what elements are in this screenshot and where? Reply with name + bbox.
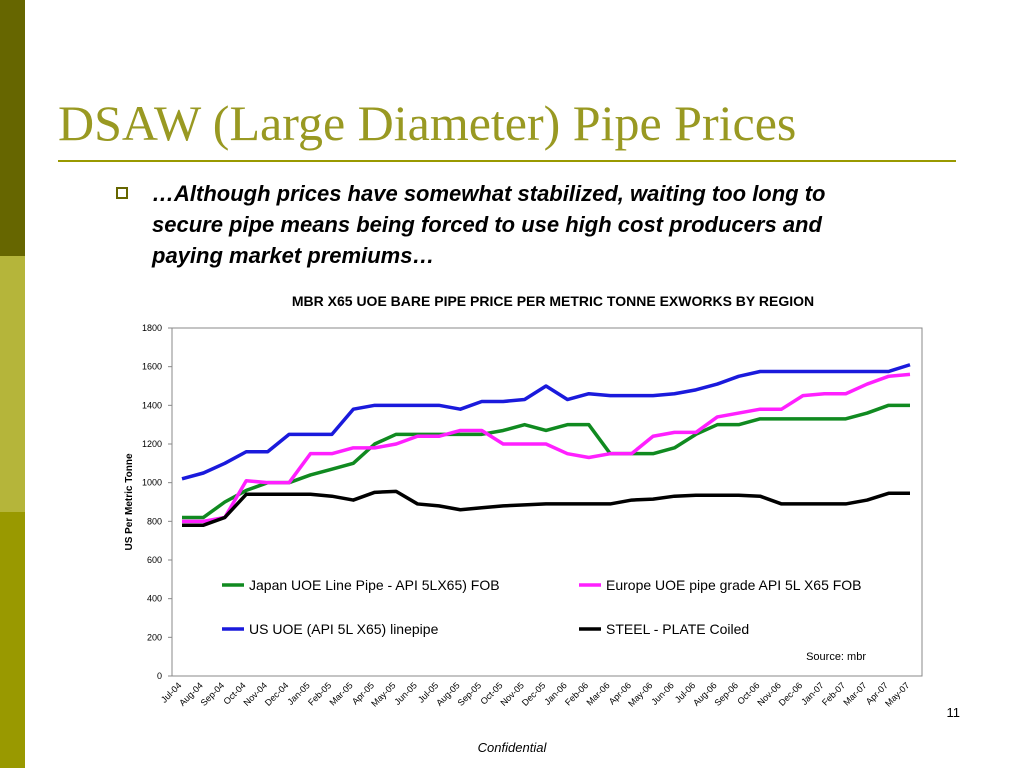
legend-label: Japan UOE Line Pipe - API 5LX65) FOB: [249, 577, 500, 593]
x-tick-label: Jun-05: [392, 680, 419, 707]
x-tick-label: Sep-06: [713, 680, 741, 708]
y-tick-label: 1200: [142, 439, 162, 449]
x-tick-label: Mar-06: [584, 680, 611, 707]
y-tick-label: 400: [147, 594, 162, 604]
x-tick-label: Mar-05: [327, 680, 354, 707]
series-line: [182, 489, 910, 527]
bullet-marker: [116, 187, 128, 199]
annotation: Source: mbr: [806, 651, 866, 663]
y-tick-label: 600: [147, 555, 162, 565]
x-tick-label: Jun-06: [649, 680, 676, 707]
footer: Confidential: [478, 740, 548, 755]
page-number: 11: [947, 705, 961, 720]
plot-area: [171, 327, 923, 677]
y-tick-label: 1000: [142, 478, 162, 488]
series-line: [181, 363, 911, 481]
stripe: [0, 512, 25, 768]
x-tick-label: Mar-07: [841, 680, 868, 707]
y-axis-label: US Per Metric Tonne: [124, 453, 135, 550]
bullet-line: paying market premiums…: [151, 243, 434, 268]
x-tick-label: May-05: [369, 680, 397, 708]
y-tick-label: 1600: [142, 362, 162, 372]
x-tick-label: May-06: [626, 680, 654, 708]
bullet-line: …Although prices have somewhat stabilize…: [152, 181, 826, 206]
chart-title: MBR X65 UOE BARE PIPE PRICE PER METRIC T…: [292, 293, 814, 309]
x-tick-label: Dec-05: [520, 680, 548, 708]
y-tick-label: 800: [147, 516, 162, 526]
slide-title: DSAW (Large Diameter) Pipe Prices: [58, 95, 796, 151]
x-tick-label: Sep-04: [199, 680, 227, 708]
x-tick-label: May-07: [883, 680, 911, 708]
legend-label: Europe UOE pipe grade API 5L X65 FOB: [606, 577, 862, 593]
stripe: [0, 256, 25, 512]
series-line: [182, 403, 910, 520]
bullet-text: …Although prices have somewhat stabilize…: [151, 181, 826, 268]
stripe: [0, 0, 25, 256]
y-tick-label: 1400: [142, 400, 162, 410]
y-tick-label: 200: [147, 632, 162, 642]
y-tick-label: 0: [157, 671, 162, 681]
bullet-line: secure pipe means being forced to use hi…: [152, 212, 822, 237]
legend-label: STEEL - PLATE Coiled: [606, 621, 749, 637]
x-tick-label: Sep-05: [456, 680, 484, 708]
y-tick-label: 1800: [142, 323, 162, 333]
legend-label: US UOE (API 5L X65) linepipe: [249, 621, 439, 637]
series-line: [182, 372, 911, 524]
x-tick-label: Dec-04: [263, 680, 291, 708]
x-tick-label: Dec-06: [777, 680, 805, 708]
